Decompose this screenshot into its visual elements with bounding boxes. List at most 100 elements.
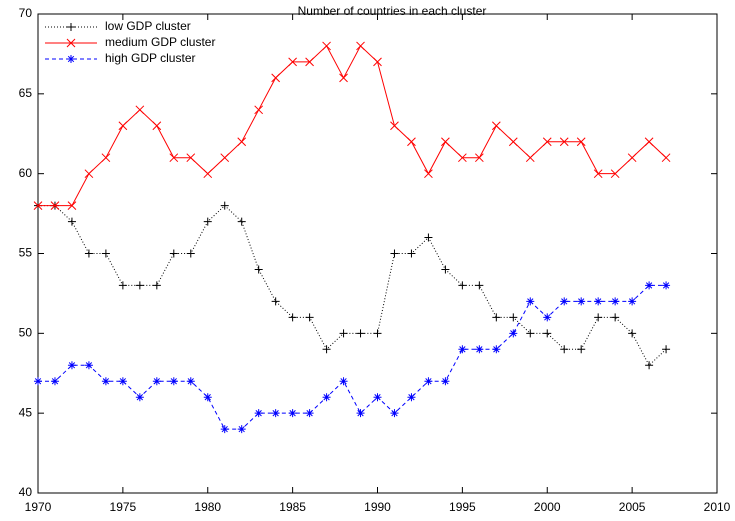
marker bbox=[593, 169, 603, 179]
marker bbox=[220, 425, 229, 434]
y-tick-label: 45 bbox=[19, 405, 33, 419]
marker bbox=[322, 345, 331, 354]
marker bbox=[525, 153, 535, 163]
marker bbox=[356, 41, 365, 51]
marker bbox=[118, 121, 128, 131]
marker bbox=[67, 23, 75, 31]
marker bbox=[50, 201, 60, 210]
y-tick-label: 65 bbox=[19, 86, 33, 100]
marker bbox=[254, 265, 263, 274]
marker bbox=[254, 409, 263, 418]
series-line bbox=[38, 204, 667, 367]
marker bbox=[169, 153, 179, 163]
x-tick-label: 2000 bbox=[534, 500, 561, 514]
marker bbox=[407, 393, 416, 402]
marker bbox=[322, 41, 331, 51]
marker bbox=[339, 377, 348, 386]
marker bbox=[237, 425, 246, 434]
marker bbox=[577, 297, 586, 306]
marker bbox=[220, 201, 229, 210]
marker bbox=[560, 297, 569, 306]
marker bbox=[474, 153, 484, 163]
marker bbox=[237, 217, 246, 226]
x-tick-label: 1995 bbox=[449, 500, 476, 514]
marker bbox=[491, 121, 501, 131]
legend-label: high GDP cluster bbox=[105, 51, 196, 65]
marker bbox=[186, 377, 195, 386]
marker bbox=[203, 217, 212, 226]
marker bbox=[526, 329, 535, 338]
marker bbox=[118, 281, 127, 290]
x-tick-label: 2005 bbox=[619, 500, 646, 514]
marker bbox=[628, 297, 637, 306]
marker bbox=[492, 345, 501, 354]
marker bbox=[67, 201, 77, 210]
marker bbox=[390, 409, 399, 418]
marker bbox=[475, 281, 484, 290]
marker bbox=[560, 345, 569, 354]
marker bbox=[441, 265, 450, 274]
marker bbox=[34, 377, 42, 386]
marker bbox=[169, 377, 178, 386]
x-tick-label: 1990 bbox=[364, 500, 391, 514]
marker bbox=[475, 345, 484, 354]
y-tick-label: 50 bbox=[19, 326, 33, 340]
marker bbox=[220, 153, 230, 163]
marker bbox=[424, 377, 433, 386]
marker bbox=[441, 137, 450, 147]
marker bbox=[373, 393, 382, 402]
marker bbox=[645, 361, 654, 370]
marker bbox=[288, 57, 297, 67]
marker bbox=[135, 105, 145, 115]
marker bbox=[356, 409, 365, 418]
marker bbox=[576, 137, 586, 147]
series-line bbox=[38, 45, 667, 207]
marker bbox=[627, 153, 637, 163]
marker bbox=[203, 169, 213, 179]
chart-title: Number of countries in each cluster bbox=[298, 4, 487, 18]
marker bbox=[84, 361, 93, 370]
marker bbox=[458, 345, 467, 354]
legend-label: medium GDP cluster bbox=[105, 35, 215, 49]
marker bbox=[645, 281, 654, 290]
marker bbox=[611, 297, 620, 306]
marker bbox=[390, 249, 399, 258]
marker bbox=[288, 409, 297, 418]
x-tick-label: 1970 bbox=[25, 500, 52, 514]
y-tick-label: 60 bbox=[19, 166, 33, 180]
marker bbox=[152, 121, 162, 131]
marker bbox=[186, 249, 195, 258]
marker bbox=[611, 313, 620, 322]
marker bbox=[135, 393, 144, 402]
y-tick-label: 40 bbox=[19, 485, 33, 499]
marker bbox=[67, 361, 76, 370]
y-tick-label: 55 bbox=[19, 246, 33, 260]
marker bbox=[407, 137, 416, 147]
marker bbox=[33, 201, 43, 210]
marker bbox=[458, 281, 467, 290]
x-tick-label: 1975 bbox=[110, 500, 137, 514]
marker bbox=[661, 153, 671, 163]
marker bbox=[509, 329, 518, 338]
marker bbox=[67, 217, 76, 226]
plot-frame bbox=[37, 13, 718, 494]
marker bbox=[390, 121, 399, 131]
marker bbox=[594, 313, 603, 322]
marker bbox=[237, 137, 247, 147]
marker bbox=[101, 153, 111, 163]
marker bbox=[66, 38, 76, 48]
marker bbox=[492, 313, 501, 322]
marker bbox=[594, 297, 603, 306]
marker bbox=[203, 393, 212, 402]
marker bbox=[339, 73, 348, 83]
marker bbox=[50, 377, 59, 386]
marker bbox=[152, 377, 161, 386]
marker bbox=[662, 281, 671, 290]
marker bbox=[271, 297, 280, 306]
marker bbox=[424, 169, 433, 179]
marker bbox=[542, 137, 552, 147]
marker bbox=[84, 169, 94, 179]
marker bbox=[508, 137, 518, 147]
